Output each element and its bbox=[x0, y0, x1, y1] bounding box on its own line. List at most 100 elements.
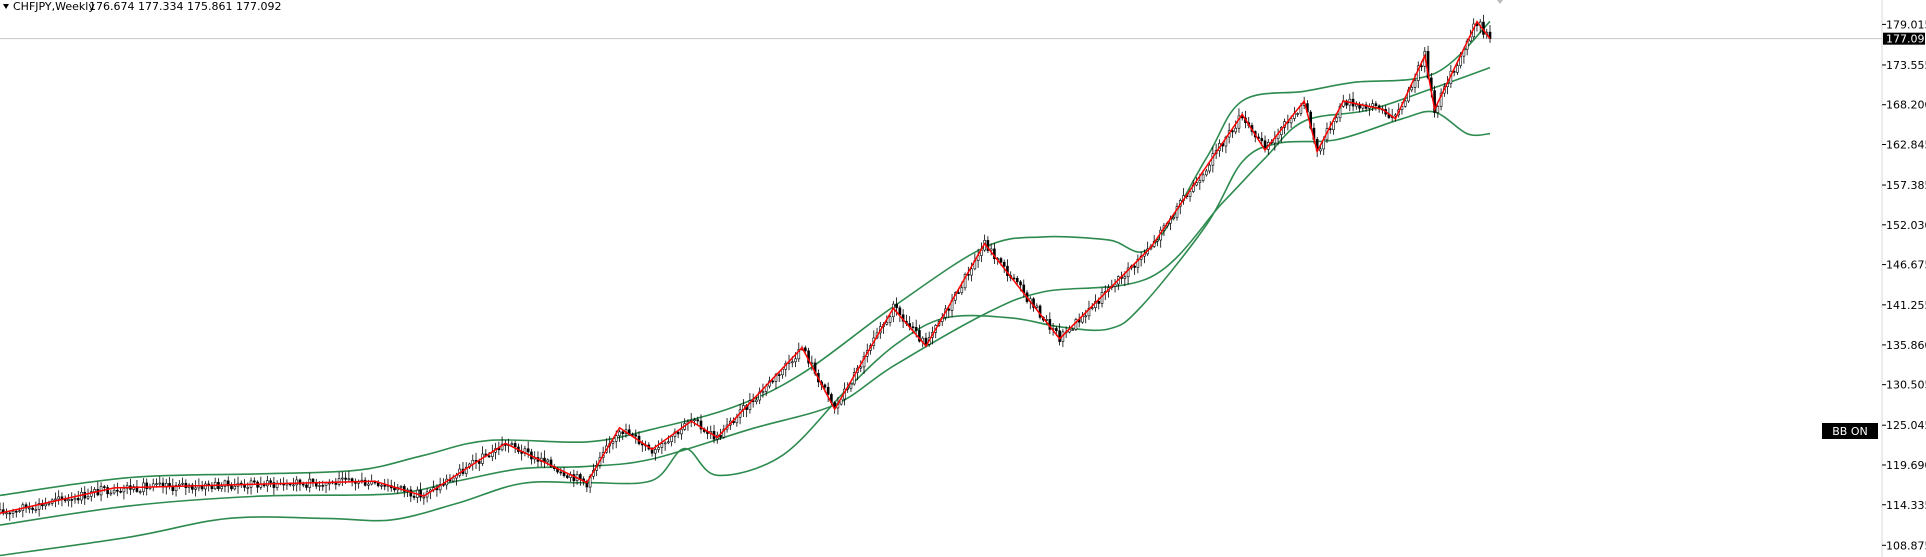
candle bbox=[611, 440, 615, 450]
candle bbox=[1319, 145, 1322, 155]
candle bbox=[673, 428, 677, 444]
candle bbox=[1439, 88, 1443, 111]
candle bbox=[918, 324, 921, 343]
candle bbox=[1371, 99, 1374, 111]
candle bbox=[520, 444, 523, 461]
y-tick-label: 125.045 bbox=[1886, 419, 1926, 432]
candle bbox=[73, 493, 77, 504]
candle bbox=[621, 430, 625, 441]
candle bbox=[298, 478, 302, 491]
zigzag-indicator bbox=[0, 20, 1491, 514]
candle bbox=[1205, 168, 1208, 177]
candle bbox=[259, 476, 263, 490]
candle bbox=[354, 478, 357, 491]
candle bbox=[292, 477, 295, 491]
candle bbox=[1182, 188, 1185, 205]
candle bbox=[680, 423, 683, 440]
candle bbox=[99, 482, 103, 502]
candle bbox=[5, 508, 8, 519]
candle bbox=[341, 471, 344, 486]
candle bbox=[425, 488, 429, 503]
candle bbox=[1172, 214, 1176, 221]
candle bbox=[204, 481, 207, 496]
candle bbox=[37, 498, 41, 517]
candle bbox=[223, 479, 227, 493]
candle bbox=[0, 502, 2, 515]
candle bbox=[1133, 263, 1136, 275]
y-tick-label: 162.845 bbox=[1886, 138, 1926, 151]
candle bbox=[1048, 312, 1052, 335]
candle bbox=[31, 505, 34, 514]
candle bbox=[269, 478, 272, 488]
candle bbox=[1237, 108, 1241, 133]
bb-middle-line bbox=[0, 66, 1491, 526]
bb-on-label: BB ON bbox=[1832, 425, 1867, 438]
candle bbox=[119, 487, 122, 494]
candle bbox=[758, 387, 761, 405]
candle bbox=[1074, 317, 1078, 332]
candle bbox=[543, 450, 546, 468]
candle bbox=[116, 482, 119, 497]
candle bbox=[34, 501, 38, 514]
candle bbox=[161, 477, 165, 494]
candle bbox=[419, 482, 422, 502]
candle bbox=[1488, 24, 1492, 43]
price-axis: 179.015 173.555 168.200 162.845 157.385 152.0… bbox=[1882, 18, 1926, 552]
candle bbox=[135, 479, 139, 493]
triangle-down-icon[interactable] bbox=[3, 4, 9, 9]
candle bbox=[660, 438, 664, 455]
y-tick-label: 130.505 bbox=[1886, 379, 1926, 392]
candle bbox=[109, 489, 113, 497]
candle bbox=[670, 434, 673, 447]
candle bbox=[481, 446, 484, 466]
y-tick-label: 179.015 bbox=[1886, 18, 1926, 31]
candle bbox=[54, 492, 57, 508]
candle bbox=[1136, 254, 1140, 274]
diamond-marker-icon bbox=[1497, 0, 1503, 4]
candle bbox=[191, 482, 194, 494]
candle bbox=[314, 478, 318, 490]
candle bbox=[376, 480, 380, 488]
candle bbox=[57, 490, 60, 505]
candle bbox=[1032, 297, 1035, 312]
candle bbox=[412, 492, 416, 501]
candle bbox=[1035, 303, 1039, 309]
candle bbox=[253, 477, 256, 484]
candle bbox=[618, 429, 621, 442]
chart-ohlc: 176.674 177.334 175.861 177.092 bbox=[89, 0, 281, 13]
candle bbox=[963, 272, 967, 291]
candle bbox=[657, 440, 660, 453]
candle bbox=[565, 473, 569, 479]
candle bbox=[1351, 91, 1355, 112]
candle bbox=[96, 481, 100, 497]
zigzag-line bbox=[0, 20, 1491, 514]
candle bbox=[174, 482, 178, 497]
candle bbox=[1416, 61, 1420, 89]
candle bbox=[76, 490, 80, 504]
candle bbox=[1058, 323, 1061, 346]
candle bbox=[399, 484, 403, 492]
candle bbox=[471, 454, 475, 471]
candle bbox=[370, 474, 373, 486]
candle bbox=[892, 301, 895, 323]
candle bbox=[1146, 241, 1149, 256]
candle bbox=[151, 478, 155, 492]
candle bbox=[826, 382, 830, 403]
candle bbox=[83, 486, 87, 505]
y-tick-label: 119.690 bbox=[1886, 459, 1926, 472]
candle bbox=[187, 483, 191, 494]
candle bbox=[888, 314, 892, 327]
candle bbox=[1208, 163, 1211, 174]
candle bbox=[70, 492, 74, 508]
candle bbox=[347, 471, 351, 483]
candle bbox=[761, 383, 765, 398]
bb-on-badge[interactable]: BB ON bbox=[1822, 423, 1878, 439]
candle bbox=[249, 477, 253, 495]
candle bbox=[220, 482, 224, 492]
candle bbox=[986, 236, 990, 253]
candle bbox=[28, 502, 31, 514]
y-tick-label: 168.200 bbox=[1886, 99, 1926, 112]
candle bbox=[458, 464, 462, 478]
y-tick-label: 135.860 bbox=[1886, 339, 1926, 352]
